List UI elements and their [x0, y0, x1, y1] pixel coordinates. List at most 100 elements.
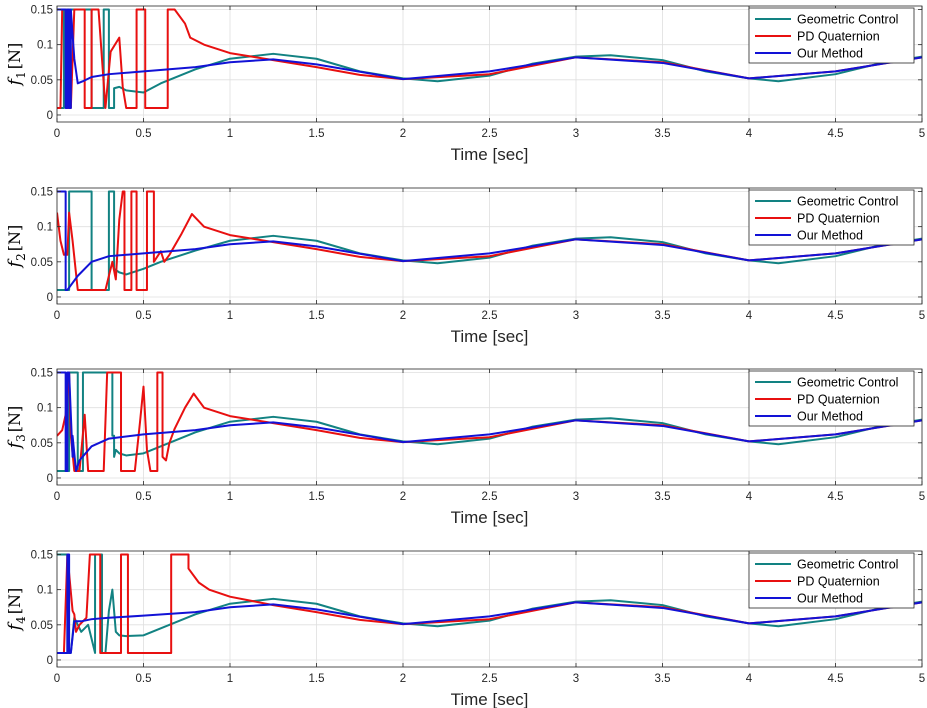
x-tick-label: 2	[400, 673, 406, 685]
y-axis-label: f1 [N]	[5, 43, 28, 87]
y-tick-label: 0.15	[31, 187, 53, 199]
x-tick-label: 2	[400, 128, 406, 140]
x-tick-label: 1.5	[309, 491, 325, 503]
x-tick-label: 0	[54, 310, 60, 322]
x-tick-label: 4	[746, 128, 753, 140]
x-tick-label: 4.5	[828, 491, 844, 503]
legend-entry: Geometric Control	[797, 13, 898, 27]
legend-entry: Our Method	[797, 410, 863, 424]
legend: Geometric Control PD Quaternion Our Method	[748, 189, 915, 246]
legend: Geometric Control PD Quaternion Our Method	[748, 7, 915, 64]
series-line-our-method	[57, 190, 922, 291]
series-line-pd-quaternion	[57, 553, 922, 654]
x-axis-label: Time [sec]	[451, 690, 529, 708]
series-line-pd-quaternion	[57, 8, 922, 109]
x-tick-label: 2	[400, 491, 406, 503]
y-tick-label: 0	[47, 473, 53, 485]
y-tick-label: 0.05	[31, 620, 53, 632]
x-tick-label: 2.5	[482, 491, 498, 503]
y-tick-label: 0.1	[37, 403, 53, 415]
legend-entry: PD Quaternion	[797, 30, 880, 44]
x-tick-label: 2.5	[482, 310, 498, 322]
x-tick-label: 0.5	[136, 128, 152, 140]
y-axis-label: f2 [N]	[5, 225, 28, 269]
x-tick-label: 3.5	[655, 310, 671, 322]
x-tick-label: 5	[919, 128, 925, 140]
x-tick-label: 2.5	[482, 673, 498, 685]
x-tick-label: 0	[54, 491, 60, 503]
y-tick-label: 0.05	[31, 257, 53, 269]
y-tick-label: 0.1	[37, 40, 53, 52]
series-line-pd-quaternion	[57, 371, 922, 472]
x-tick-label: 0	[54, 673, 60, 685]
series-line-geometric-control	[57, 371, 922, 472]
x-tick-label: 0.5	[136, 673, 152, 685]
series-line-our-method	[57, 8, 922, 109]
y-axis-label-main: f	[5, 76, 25, 87]
x-tick-label: 4	[746, 491, 753, 503]
x-tick-label: 3	[573, 128, 579, 140]
y-axis-label: f4 [N]	[5, 588, 28, 632]
y-axis-label-unit: [N]	[5, 225, 24, 251]
x-tick-label: 4	[746, 310, 753, 322]
x-tick-label: 2.5	[482, 128, 498, 140]
legend-entry: Geometric Control	[797, 195, 898, 209]
legend-entry: Our Method	[797, 47, 863, 61]
y-tick-label: 0.05	[31, 75, 53, 87]
x-tick-label: 1	[227, 128, 233, 140]
x-tick-label: 0	[54, 128, 60, 140]
legend-entry: PD Quaternion	[797, 212, 880, 226]
subplot-4: 0 0.5 1 1.5 2 2.5 3 3.5 4 4.5 5 0 0.05 0.1 0.15 Time [s…	[5, 550, 925, 708]
x-axis-label: Time [sec]	[451, 508, 529, 527]
legend-entry: Geometric Control	[797, 558, 898, 572]
x-tick-label: 4.5	[828, 673, 844, 685]
x-tick-label: 1.5	[309, 128, 325, 140]
x-tick-label: 1	[227, 673, 233, 685]
x-tick-label: 5	[919, 491, 925, 503]
x-tick-label: 3	[573, 491, 579, 503]
subplot-3: 0 0.5 1 1.5 2 2.5 3 3.5 4 4.5 5 0 0.05 0.1 0.15 Time [s…	[5, 368, 925, 527]
series-line-pd-quaternion	[57, 190, 922, 291]
x-tick-label: 3.5	[655, 491, 671, 503]
y-tick-label: 0	[47, 655, 53, 667]
x-tick-label: 5	[919, 673, 925, 685]
y-axis-label: f3 [N]	[5, 406, 28, 450]
y-tick-label: 0.15	[31, 550, 53, 562]
legend-entry: Our Method	[797, 229, 863, 243]
y-axis-label-unit: [N]	[5, 588, 24, 614]
x-tick-label: 3.5	[655, 128, 671, 140]
y-axis-label-main: f	[5, 258, 25, 269]
y-axis-label-sub: 2	[14, 253, 28, 261]
y-axis-label-sub: 4	[14, 616, 28, 624]
legend: Geometric Control PD Quaternion Our Method	[748, 370, 915, 427]
y-axis-label-main: f	[5, 439, 25, 450]
x-axis-label: Time [sec]	[451, 145, 529, 164]
y-axis-label-unit: [N]	[5, 406, 24, 432]
x-tick-label: 3	[573, 310, 579, 322]
y-axis-label-sub: 1	[14, 71, 28, 79]
y-tick-label: 0.1	[37, 222, 53, 234]
x-tick-label: 0.5	[136, 491, 152, 503]
y-axis-label-unit: [N]	[5, 43, 24, 69]
legend-entry: PD Quaternion	[797, 575, 880, 589]
y-axis-label-main: f	[5, 621, 25, 632]
x-axis-label: Time [sec]	[451, 327, 529, 346]
y-tick-label: 0.15	[31, 368, 53, 380]
x-tick-label: 1.5	[309, 310, 325, 322]
series-line-our-method	[57, 371, 922, 472]
y-tick-label: 0.05	[31, 438, 53, 450]
y-tick-label: 0	[47, 292, 53, 304]
legend-entry: PD Quaternion	[797, 393, 880, 407]
series-line-geometric-control	[57, 553, 922, 654]
legend: Geometric Control PD Quaternion Our Method	[748, 552, 915, 609]
x-tick-label: 0.5	[136, 310, 152, 322]
x-tick-label: 5	[919, 310, 925, 322]
x-tick-label: 3	[573, 673, 579, 685]
x-tick-label: 2	[400, 310, 406, 322]
x-tick-label: 4	[746, 673, 753, 685]
x-tick-label: 4.5	[828, 128, 844, 140]
x-tick-label: 1	[227, 310, 233, 322]
legend-entry: Geometric Control	[797, 376, 898, 390]
series-line-our-method	[57, 553, 922, 654]
